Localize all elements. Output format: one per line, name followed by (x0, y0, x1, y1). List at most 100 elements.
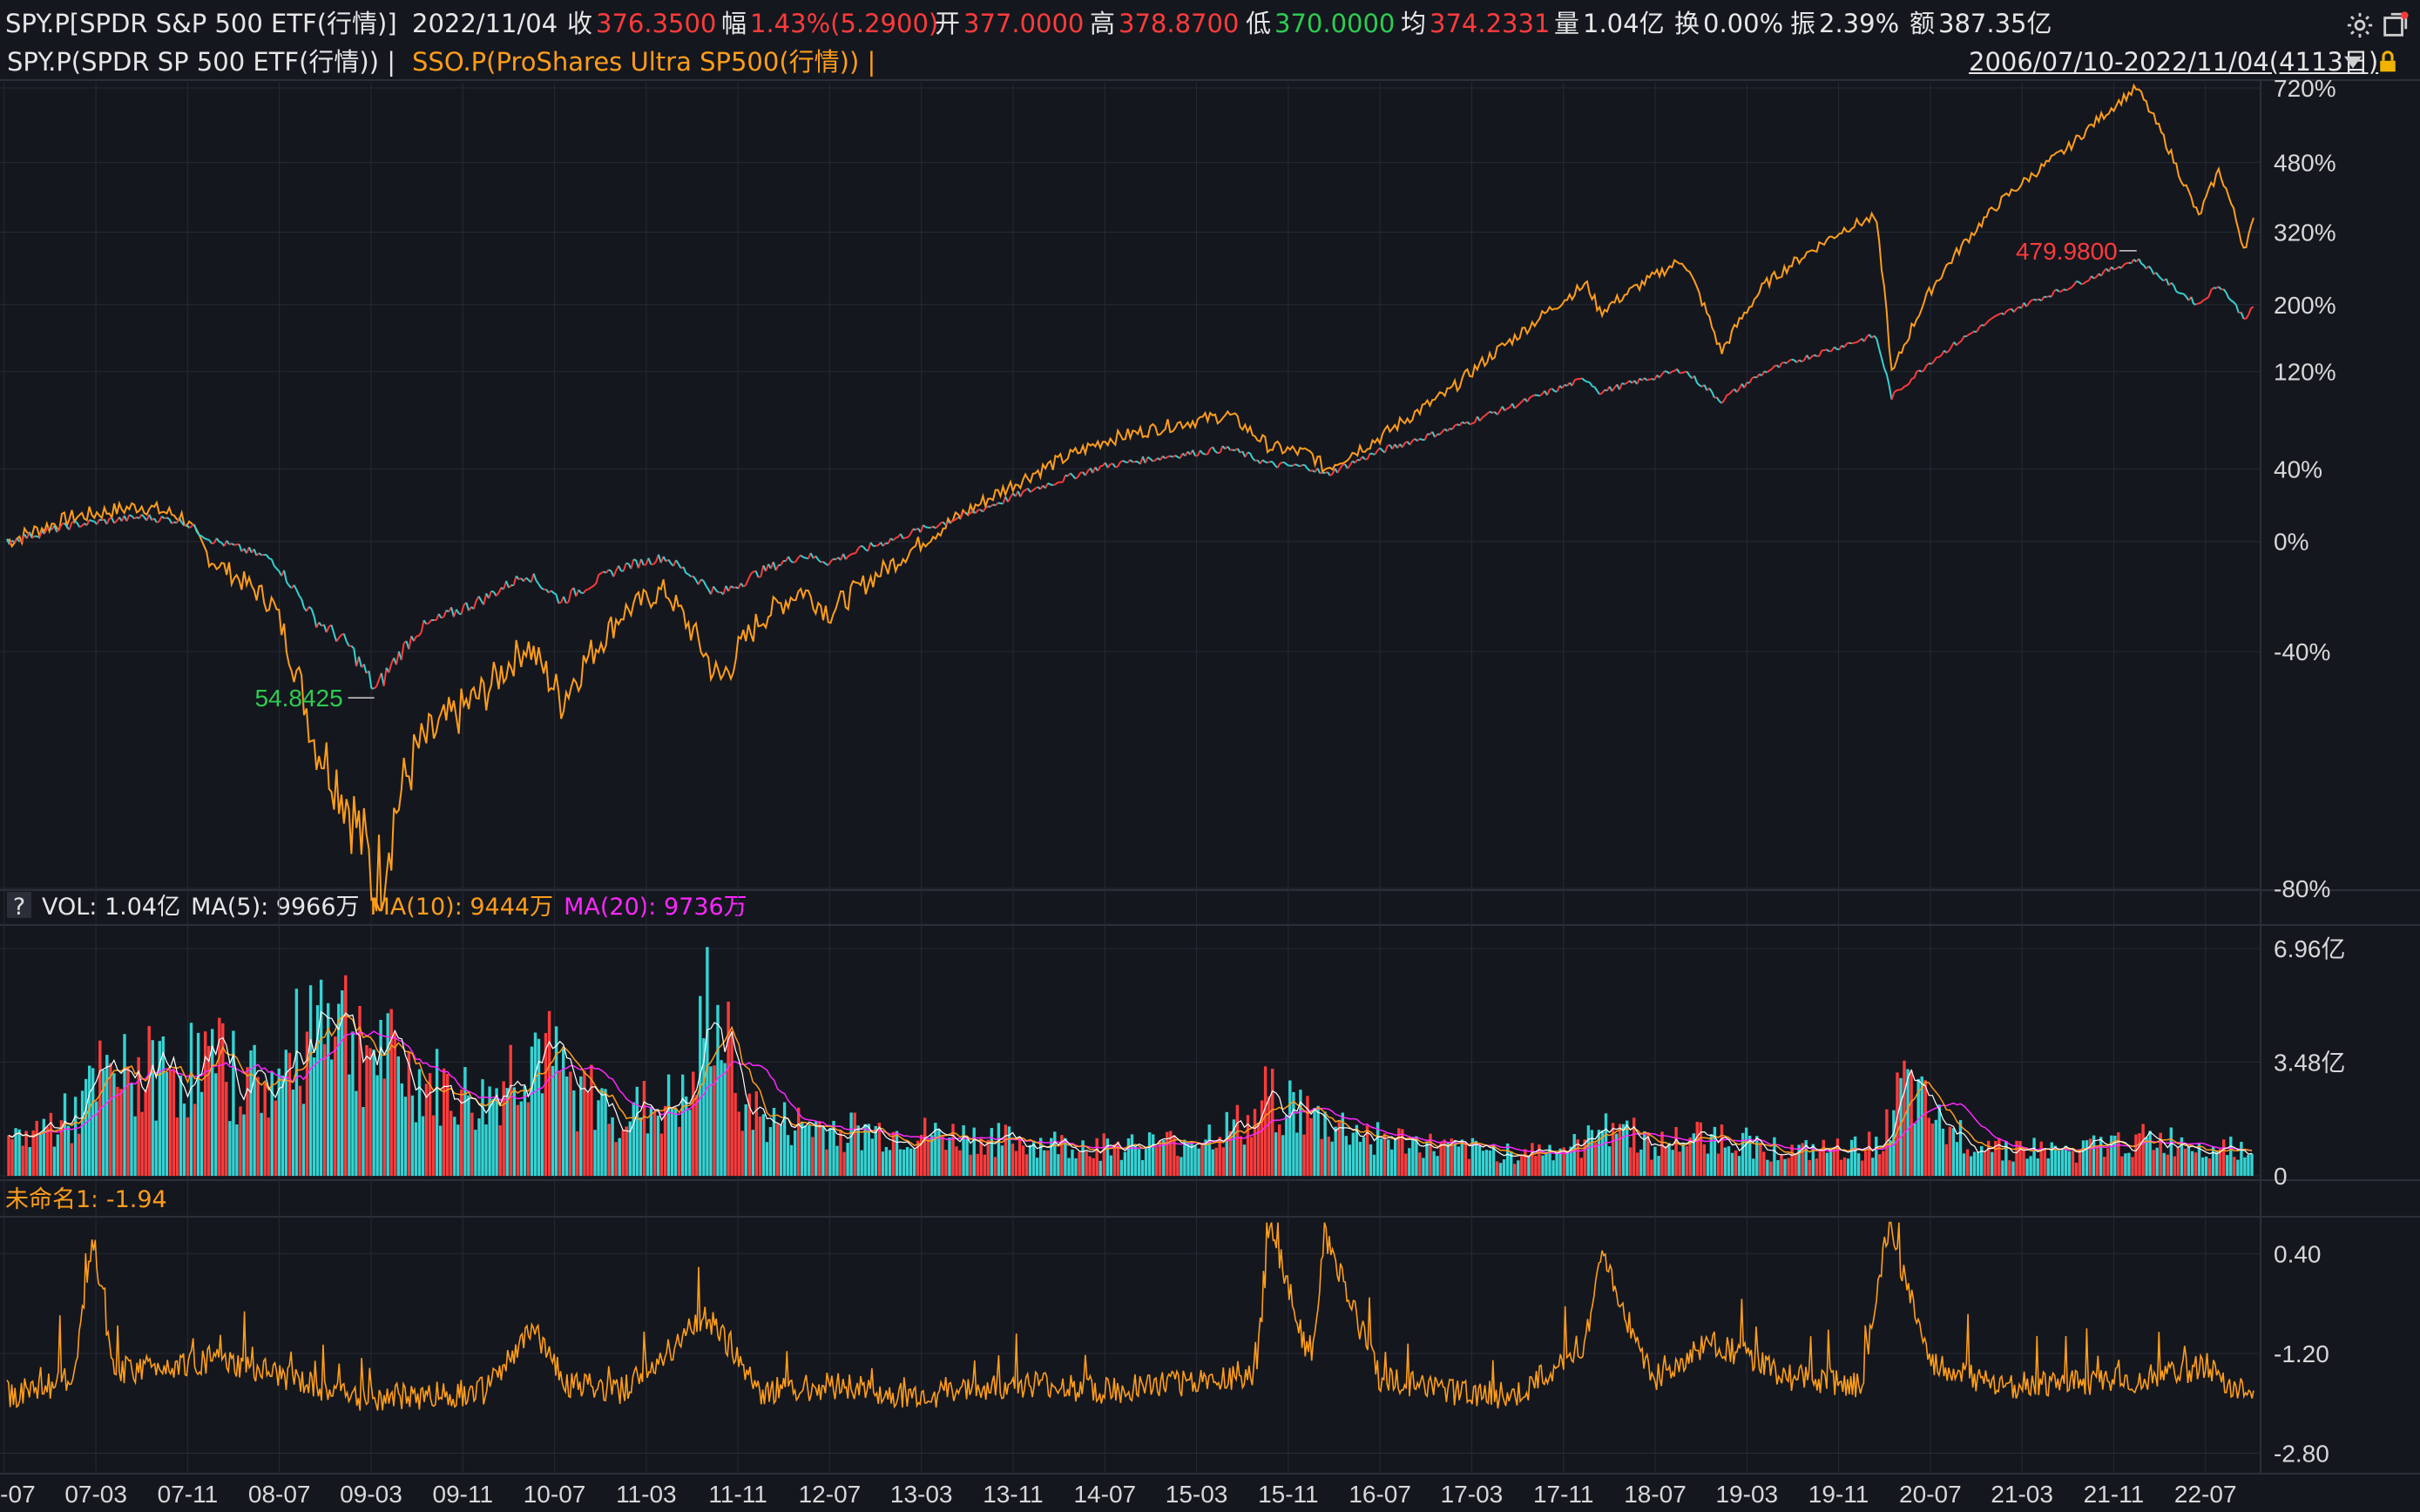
spy-series-segment (2076, 280, 2079, 283)
volume-bar (2092, 1135, 2096, 1176)
spy-series-segment (164, 516, 167, 520)
volume-bar (1667, 1143, 1671, 1176)
spy-series-segment (488, 591, 492, 599)
spy-series-segment (1517, 402, 1521, 407)
volume-bar (962, 1125, 965, 1176)
spy-series-segment (817, 558, 821, 564)
spy-series-segment (1169, 455, 1173, 458)
restore-window-icon[interactable] (2380, 10, 2410, 40)
legend-sso[interactable]: SSO.P(ProShares Ultra SP500(行情)) | (412, 47, 876, 77)
price-tick-label: 480% (2274, 150, 2336, 177)
spy-series-segment (2072, 280, 2078, 286)
volume-bar (1081, 1140, 1085, 1176)
spy-series-segment (505, 580, 510, 589)
volume-bar (666, 1074, 671, 1176)
volume-bar (1204, 1139, 1207, 1176)
spy-series-segment (497, 587, 503, 594)
spy-series-segment (258, 552, 262, 557)
volume-bar (358, 1006, 362, 1176)
spy-series-segment (353, 648, 358, 667)
volume-bar (179, 1075, 183, 1176)
time-tick-label: 12-07 (799, 1481, 862, 1508)
volume-bar (10, 1138, 14, 1176)
volume-bar (565, 1077, 569, 1176)
spy-series-segment (518, 577, 522, 581)
volume-bar (1242, 1144, 1247, 1176)
volume-bar (2138, 1133, 2141, 1176)
spy-series-segment (875, 544, 879, 547)
spy-series-segment (335, 637, 340, 643)
spy-series-segment (171, 521, 175, 524)
volume-bar (670, 1108, 674, 1176)
gear-icon[interactable] (2345, 10, 2375, 40)
lock-icon[interactable] (2375, 49, 2401, 75)
spy-series-segment (750, 570, 754, 575)
spy-series-segment (1571, 379, 1576, 387)
volume-bar (1292, 1091, 1295, 1176)
symbol-title[interactable]: SPY.P[SPDR S&P 500 ETF(行情)] (5, 9, 397, 38)
volume-bar (1937, 1104, 1941, 1176)
volume-bar (1657, 1156, 1660, 1176)
volume-bar (1692, 1133, 1695, 1176)
spy-series-segment (1755, 373, 1761, 379)
volume-bar (393, 1032, 396, 1176)
volume-bar (1506, 1143, 1510, 1176)
volume-bar (1043, 1150, 1046, 1176)
spy-series-segment (1362, 456, 1366, 461)
spy-series-segment (1299, 463, 1303, 468)
spy-series-segment (1024, 487, 1029, 491)
spy-series-segment (912, 528, 916, 531)
spy-series-segment (1735, 388, 1741, 393)
volume-bar (716, 1004, 720, 1176)
volume-bar (2120, 1156, 2124, 1176)
spy-series-segment (1383, 445, 1389, 454)
volume-bar (1517, 1160, 1520, 1176)
volume-bar (431, 1115, 436, 1176)
volume-bar (1193, 1145, 1197, 1176)
spy-series-segment (503, 580, 508, 590)
volume-bar (1534, 1156, 1538, 1176)
spy-series-segment (1302, 463, 1306, 467)
time-tick-label: 10-07 (524, 1481, 586, 1508)
volume-bar (172, 1069, 176, 1176)
volume-bar (1235, 1104, 1240, 1176)
spy-series-segment (1768, 368, 1773, 372)
spy-series-segment (590, 584, 594, 589)
volume-bar (1853, 1136, 1857, 1176)
volume-bar (1260, 1100, 1264, 1176)
spy-series-segment (1339, 464, 1343, 469)
indicator-tick-label: -2.80 (2274, 1441, 2329, 1468)
spy-series-segment (1619, 382, 1623, 390)
spy-series-segment (2040, 296, 2045, 301)
spy-series-segment (603, 570, 607, 574)
date-range[interactable]: 2006/07/10-2022/11/04(4113日) (1969, 47, 2379, 77)
spy-series-segment (730, 585, 734, 589)
spy-series-segment (1347, 464, 1351, 469)
volume-bar (607, 1124, 611, 1176)
spy-series-segment (131, 515, 135, 520)
volume-bar (2071, 1151, 2075, 1176)
volume-bar (368, 1048, 372, 1176)
spy-series-segment (1592, 385, 1595, 388)
volume-bar (863, 1124, 867, 1176)
spy-series-segment (1284, 462, 1288, 466)
spy-series-segment (345, 640, 350, 647)
time-tick-label: 11-11 (708, 1481, 767, 1508)
spy-series-segment (58, 523, 63, 530)
volume-bar (1123, 1151, 1127, 1176)
spy-series-segment (2203, 298, 2207, 301)
volume-bar (2148, 1131, 2152, 1176)
spy-series-segment (1514, 405, 1518, 409)
spy-series-segment (136, 516, 140, 520)
volume-bar (1463, 1143, 1467, 1176)
volume-bar (1057, 1154, 1060, 1176)
legend-spy[interactable]: SPY.P(SPDR SP 500 ETF(行情)) | (7, 47, 396, 77)
spy-series-segment (1316, 468, 1322, 474)
volume-bar (2008, 1160, 2011, 1176)
volume-bar (1864, 1151, 1868, 1176)
spy-series-segment (1981, 323, 1984, 327)
volume-bar (277, 1068, 281, 1176)
help-button[interactable]: ? (7, 892, 31, 921)
chevron-down-icon[interactable] (2340, 49, 2366, 75)
